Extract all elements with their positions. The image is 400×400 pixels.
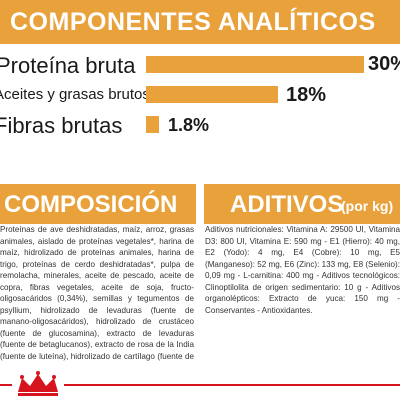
analysis-value: 30%: [368, 53, 400, 75]
analysis-row-fiber: Fibras brutas 1.8%: [0, 110, 400, 140]
footer-divider: [0, 384, 400, 386]
additives-text: Aditivos nutricionales: Vitamina A: 2950…: [205, 225, 400, 315]
analysis-row-protein: Proteína bruta 30%: [0, 50, 400, 80]
composition-text: Proteínas de ave deshidratadas, maíz, ar…: [0, 225, 194, 364]
royal-canin-crown-icon: [12, 370, 64, 398]
analysis-rows: Proteína bruta 30% Aceites y grasas brut…: [0, 44, 400, 144]
composition-title: COMPOSICIÓN: [4, 191, 178, 218]
analysis-label: Proteína bruta: [0, 53, 136, 78]
analytical-components-header: COMPONENTES ANALÍTICOS: [0, 0, 400, 44]
analysis-value: 1.8%: [168, 115, 210, 135]
analysis-bar: [146, 56, 364, 73]
analysis-row-fat: Aceites y grasas brutos 18%: [0, 80, 400, 110]
analysis-label: Fibras brutas: [0, 113, 123, 138]
composition-header: COMPOSICIÓN: [0, 184, 196, 224]
additives-unit: (por kg): [341, 198, 394, 214]
analytical-components-title: COMPONENTES ANALÍTICOS: [10, 8, 376, 36]
analysis-bar: [146, 86, 278, 103]
additives-header: ADITIVOS (por kg): [204, 184, 400, 224]
analysis-value: 18%: [286, 84, 327, 106]
analysis-bar: [146, 116, 159, 133]
analysis-label: Aceites y grasas brutos: [0, 86, 150, 103]
additives-title: ADITIVOS: [230, 191, 344, 218]
